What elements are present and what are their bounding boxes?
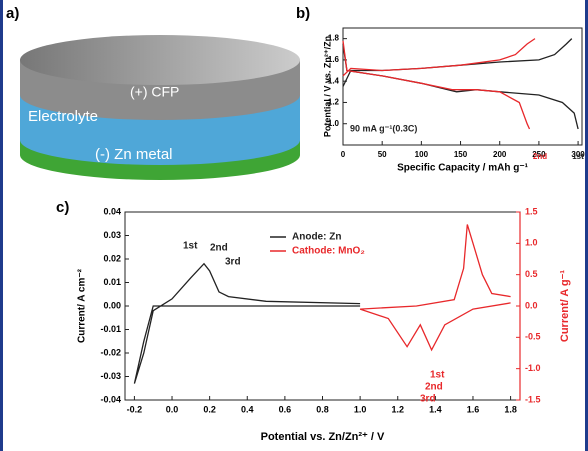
y2-tick-label: -1.0 (525, 363, 541, 373)
y-tick-label: -0.03 (100, 371, 121, 381)
annotation: 3rd (420, 394, 436, 405)
x-axis-label: Specific Capacity / mAh g⁻¹ (397, 163, 529, 174)
y2-axis-label: Current/ A g⁻¹ (559, 270, 571, 343)
y-tick-label: 1.6 (328, 55, 340, 64)
legend-label: Anode: Zn (292, 232, 341, 243)
label: (-) Zn metal (95, 146, 173, 163)
legend-label: Cathode: MnO₂ (292, 246, 365, 257)
annotation: 1st (430, 370, 445, 381)
series-label: 1st (572, 152, 584, 161)
series-line (342, 38, 579, 130)
x-tick-label: 250 (532, 150, 546, 159)
x-tick-label: 1.0 (354, 404, 367, 414)
series-line (133, 262, 361, 384)
panel-label: c) (56, 199, 69, 216)
x-tick-label: 1.6 (467, 404, 480, 414)
y-tick-label: -0.01 (100, 324, 121, 334)
x-tick-label: 200 (493, 150, 507, 159)
border (585, 0, 588, 451)
y-tick-label: -0.04 (100, 394, 121, 404)
y-tick-label: 1.4 (328, 76, 340, 85)
annotation: 2nd (210, 243, 228, 254)
x-tick-label: 100 (415, 150, 429, 159)
x-tick-label: -0.2 (127, 404, 143, 414)
y-tick-label: 0.04 (103, 206, 121, 216)
y-tick-label: 0.02 (103, 253, 121, 263)
y2-tick-label: 1.5 (525, 206, 538, 216)
x-tick-label: 300 (571, 150, 585, 159)
series-line (342, 38, 536, 130)
panel-label: b) (296, 5, 310, 22)
annotation: 90 mA g⁻¹(0.3C) (350, 123, 417, 133)
y-tick-label: -0.02 (100, 347, 121, 357)
y2-tick-label: 1.0 (525, 238, 538, 248)
border (0, 0, 3, 451)
y-tick-label: 0.03 (103, 230, 121, 240)
series-line (359, 224, 511, 352)
y-tick-label: 0.01 (103, 277, 121, 287)
label: (+) CFP (130, 84, 179, 100)
y-tick-label: 1.0 (328, 119, 340, 128)
x-tick-label: 0.4 (241, 404, 254, 414)
x-tick-label: 150 (454, 150, 468, 159)
x-tick-label: 0 (341, 150, 346, 159)
y-tick-label: 0.00 (103, 300, 121, 310)
y-tick-label: 1.2 (328, 98, 340, 107)
x-tick-label: 1.4 (429, 404, 442, 414)
x-axis-label: Potential vs. Zn/Zn²⁺ / V (261, 431, 385, 443)
x-tick-label: 1.8 (504, 404, 517, 414)
y2-tick-label: -0.5 (525, 332, 541, 342)
annotation: 3rd (225, 257, 241, 268)
y2-tick-label: 0.0 (525, 300, 538, 310)
x-tick-label: 50 (378, 150, 387, 159)
y-axis-label: Potential / V vs. Zn²⁺/Zn (322, 36, 332, 137)
label: Electrolyte (28, 108, 98, 125)
y2-tick-label: -1.5 (525, 394, 541, 404)
x-tick-label: 0.6 (279, 404, 292, 414)
series-label: 2nd (533, 152, 547, 161)
x-tick-label: 0.0 (166, 404, 179, 414)
x-tick-label: 0.2 (203, 404, 216, 414)
x-tick-label: 0.8 (316, 404, 329, 414)
y-axis-label: Current/ A cm⁻² (77, 268, 88, 343)
y-tick-label: 1.8 (328, 34, 340, 43)
cfp-top (20, 35, 300, 85)
y2-tick-label: 0.5 (525, 269, 538, 279)
schematic: (+) CFP Electrolyte (-) Zn metal (20, 35, 300, 180)
panel-label: a) (6, 5, 19, 22)
x-tick-label: 1.2 (391, 404, 404, 414)
annotation: 1st (183, 241, 198, 252)
annotation: 2nd (425, 382, 443, 393)
